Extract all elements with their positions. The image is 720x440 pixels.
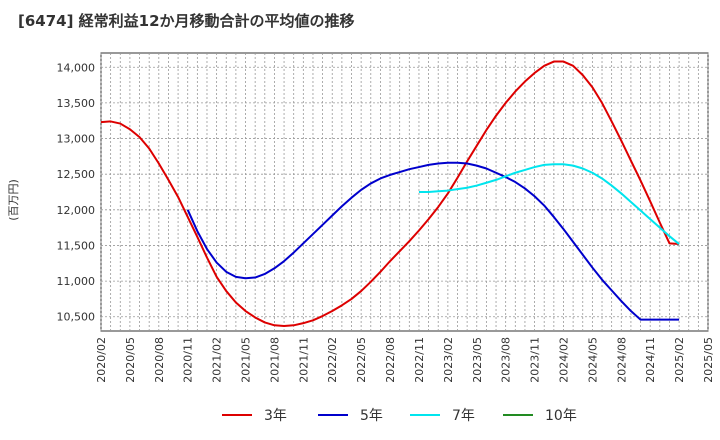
chart-title: [6474] 経常利益12か月移動合計の平均値の推移 <box>18 12 355 30</box>
legend-label: 10年 <box>545 408 577 424</box>
x-tick-label: 2022/08 <box>384 337 397 383</box>
y-tick-label: 10,500 <box>57 311 96 324</box>
y-tick-label: 11,500 <box>57 239 96 252</box>
y-axis-label: (百万円) <box>7 179 20 221</box>
x-tick-label: 2025/02 <box>673 337 686 383</box>
x-tick-label: 2023/02 <box>442 337 455 383</box>
y-tick-label: 11,000 <box>57 275 96 288</box>
y-tick-label: 12,000 <box>57 204 96 217</box>
x-tick-label: 2020/02 <box>95 337 108 383</box>
series-line-5年 <box>186 161 680 321</box>
x-tick-label: 2021/11 <box>297 337 310 383</box>
x-tick-label: 2021/02 <box>211 337 224 383</box>
x-tick-label: 2021/08 <box>268 337 281 383</box>
x-tick-label: 2020/05 <box>124 337 137 383</box>
y-tick-label: 13,500 <box>57 97 96 110</box>
x-tick-label: 2023/11 <box>529 337 542 383</box>
x-tick-label: 2022/05 <box>355 337 368 383</box>
series-line-7年 <box>418 163 680 245</box>
legend-label: 7年 <box>452 408 475 424</box>
y-tick-label: 14,000 <box>57 61 96 74</box>
legend-label: 5年 <box>360 408 383 424</box>
x-tick-label: 2022/02 <box>326 337 339 383</box>
series-group <box>100 60 680 328</box>
legend: 3年 5年 7年 10年 <box>222 408 577 424</box>
x-tick-label: 2024/05 <box>586 337 599 383</box>
x-tick-label: 2025/05 <box>702 337 715 383</box>
x-tick-label: 2024/11 <box>644 337 657 383</box>
y-tick-label: 12,500 <box>57 168 96 181</box>
x-tick-label: 2020/08 <box>153 337 166 383</box>
x-tick-label: 2023/05 <box>471 337 484 383</box>
x-tick-label: 2022/11 <box>413 337 426 383</box>
x-tick-label: 2021/05 <box>240 337 253 383</box>
x-axis: 2020/02 2020/05 2020/08 2020/11 2021/02 2021/… <box>95 337 715 383</box>
y-axis: 10,500 11,000 11,500 12,000 12,500 13,000 13,5… <box>57 61 96 323</box>
series-line-3年 <box>100 60 680 328</box>
x-tick-label: 2023/08 <box>500 337 513 383</box>
legend-label: 3年 <box>264 408 287 424</box>
x-tick-label: 2024/08 <box>615 337 628 383</box>
y-tick-label: 13,000 <box>57 133 96 146</box>
plot-area <box>100 52 709 332</box>
x-tick-label: 2020/11 <box>182 337 195 383</box>
x-tick-label: 2024/02 <box>557 337 570 383</box>
